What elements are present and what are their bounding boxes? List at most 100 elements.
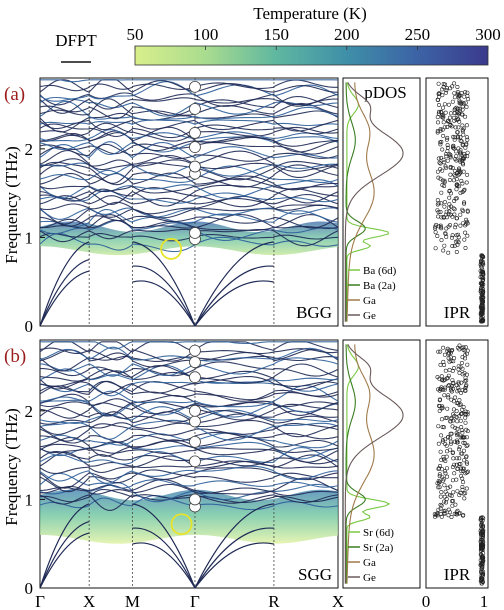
ipr-point (440, 439, 445, 444)
ipr-point (481, 255, 486, 260)
ipr-point (438, 167, 443, 172)
ipr-point (458, 135, 463, 140)
phonon-band (39, 341, 339, 362)
band-frame (39, 77, 339, 327)
panel-label: (b) (4, 346, 26, 367)
phonon-band (39, 213, 339, 229)
ipr-point (463, 114, 468, 119)
ipr-point (460, 388, 465, 393)
ipr-point (444, 88, 449, 93)
ipr-point (436, 103, 441, 108)
ipr-point (451, 143, 456, 148)
ipr-point (463, 409, 468, 414)
phonon-band (39, 178, 339, 194)
colorbar-tick-label: 300 (475, 25, 501, 44)
ipr-point (436, 92, 441, 97)
pdos-curve-ge (344, 82, 404, 322)
ipr-point (461, 469, 466, 474)
ipr-point (480, 532, 485, 537)
ipr-point (456, 166, 461, 171)
kpoint-label: R (268, 592, 280, 610)
highlight-circle (170, 513, 193, 536)
ipr-point (445, 145, 450, 150)
ipr-title: IPR (444, 565, 471, 584)
ipr-point (448, 355, 453, 360)
dfpt-gamma-mode (189, 160, 201, 173)
ipr-point (455, 134, 460, 139)
ipr-point (448, 165, 453, 170)
ipr-point (464, 217, 469, 222)
ipr-point (464, 221, 469, 226)
ipr-point (446, 373, 451, 378)
ipr-point (453, 239, 458, 244)
ipr-point (464, 141, 469, 146)
ipr-point (479, 576, 484, 581)
ipr-point (448, 123, 453, 128)
ipr-point (452, 91, 457, 96)
acoustic-branch (132, 241, 196, 327)
ipr-point (478, 268, 483, 273)
ipr-point (464, 443, 469, 448)
ipr-point (440, 178, 445, 183)
ipr-point (457, 398, 462, 403)
ipr-point (460, 161, 465, 166)
ipr-point (436, 109, 441, 114)
phonon-band (39, 488, 339, 504)
phonon-band (40, 79, 339, 83)
ipr-point (449, 514, 454, 519)
ipr-point (461, 448, 466, 453)
ipr-point (435, 130, 440, 135)
colorbar-ticks: 50 100 150 200 250 300 (127, 25, 501, 50)
phonon-band (39, 119, 339, 132)
acoustic-branch (194, 265, 274, 327)
ipr-point (440, 467, 445, 472)
ipr-point (452, 146, 457, 151)
kpoint-label: X (83, 592, 95, 610)
ipr-point (463, 412, 468, 417)
phonon-band (39, 160, 339, 184)
ipr-point (452, 207, 457, 212)
ipr-point (451, 178, 456, 183)
ipr-point (456, 240, 461, 245)
ipr-point (444, 154, 449, 159)
ipr-point (441, 345, 446, 350)
ipr-point (446, 118, 451, 123)
ipr-point (442, 102, 447, 107)
ipr-point (444, 152, 449, 157)
acoustic-branches (39, 241, 275, 327)
pdos-curve-ga (346, 344, 375, 584)
ipr-point (458, 511, 463, 516)
ipr-point (463, 491, 468, 496)
ipr-point (444, 443, 449, 448)
colorbar-tick-label: 100 (193, 25, 219, 44)
ipr-point (449, 348, 454, 353)
pdos-curve-6d (346, 344, 391, 584)
ipr-point (450, 450, 455, 455)
ipr-point (437, 472, 442, 477)
ipr-point (441, 248, 446, 253)
ipr-point (463, 100, 468, 105)
ipr-point (438, 506, 443, 511)
ipr-point (436, 175, 441, 180)
phonon-bands (39, 341, 339, 511)
dfpt-gamma-mode (189, 103, 201, 115)
ipr-point (452, 199, 457, 204)
phonon-band (39, 406, 339, 424)
ipr-point (462, 94, 467, 99)
ipr-point (459, 380, 464, 385)
ipr-point (448, 172, 453, 177)
y-tick-label: 2 (25, 402, 34, 421)
acoustic-branch (39, 520, 90, 589)
ipr-point (436, 156, 441, 161)
pdos-curve-ge (344, 344, 404, 584)
ipr-point (465, 154, 470, 159)
ipr-point (447, 348, 452, 353)
band-frame (39, 339, 339, 589)
ipr-point (462, 379, 467, 384)
ipr-point (465, 93, 470, 98)
ipr-point (449, 235, 454, 240)
ipr-point (456, 235, 461, 240)
ipr-point (443, 458, 448, 463)
ipr-point (458, 150, 463, 155)
ipr-point (463, 230, 468, 235)
